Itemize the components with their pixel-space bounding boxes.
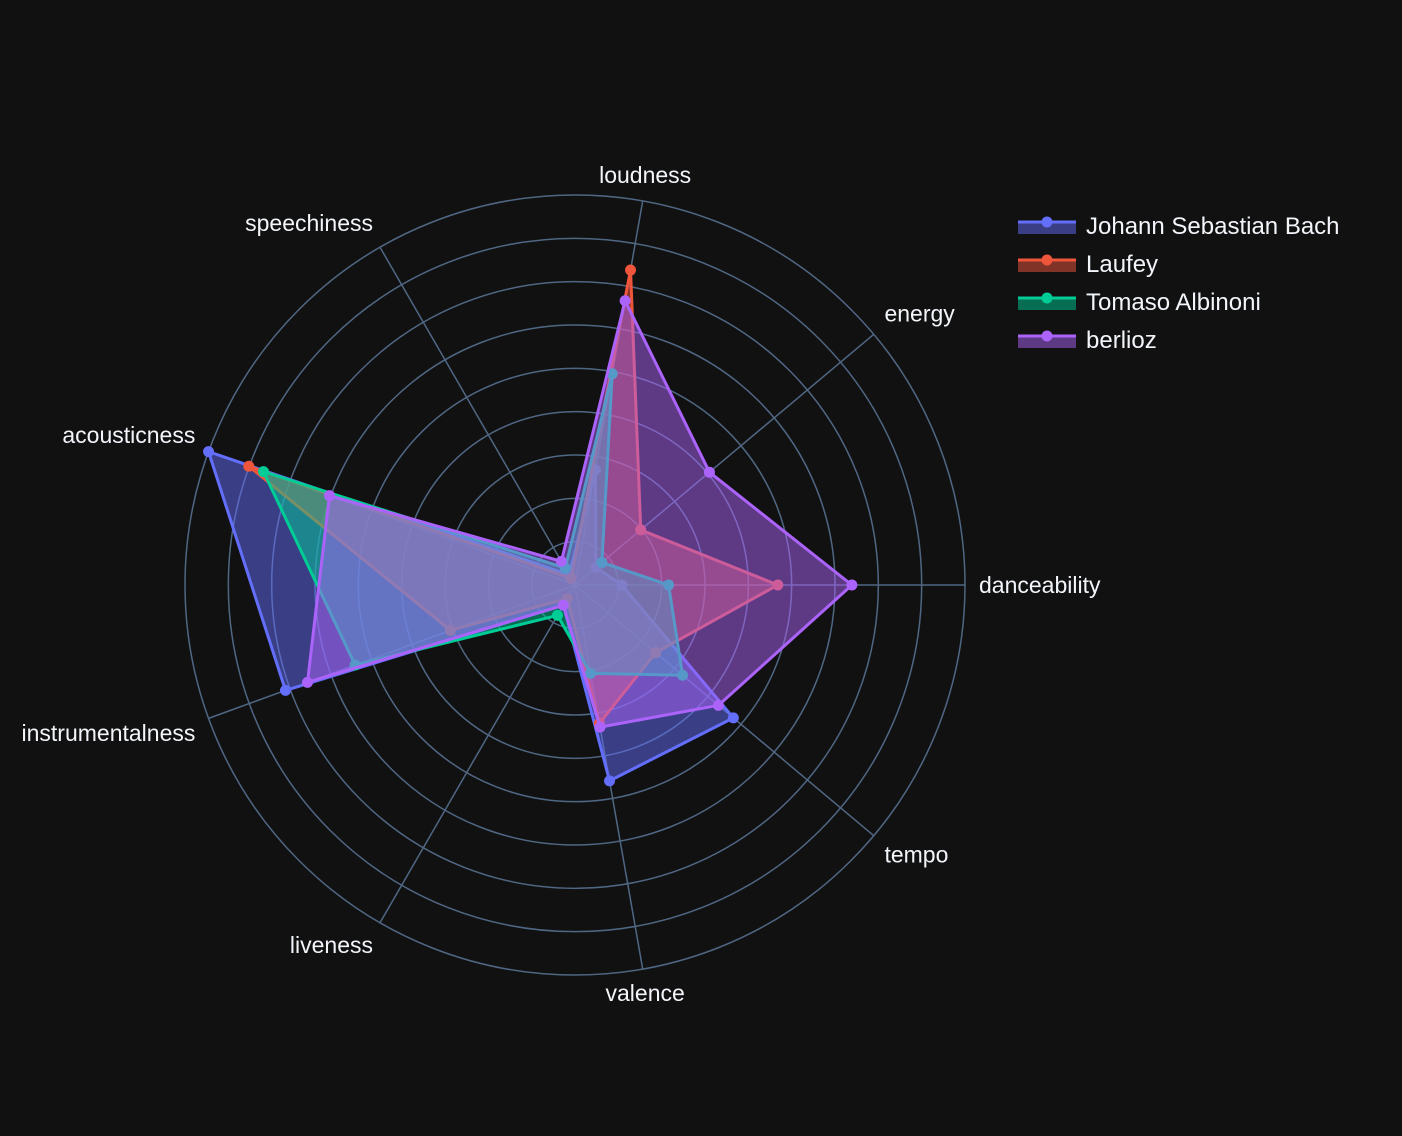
data-point-acousticness[interactable] (323, 490, 335, 502)
data-point-valence[interactable] (594, 721, 606, 733)
legend-swatch-marker (1041, 254, 1053, 266)
legend-swatch-marker (1041, 216, 1053, 228)
axis-spoke-speechiness (379, 246, 576, 586)
axis-label-liveness: liveness (290, 932, 373, 958)
axis-label-valence: valence (606, 980, 685, 1006)
data-point-liveness[interactable] (557, 599, 569, 611)
axis-label-instrumentalness: instrumentalness (22, 720, 196, 746)
legend-swatch-fill (1018, 222, 1076, 234)
legend-swatch-marker (1041, 330, 1053, 342)
data-point-acousticness[interactable] (257, 466, 269, 478)
axis-label-danceability: danceability (979, 572, 1101, 598)
axis-label-tempo: tempo (884, 842, 948, 868)
data-point-instrumentalness[interactable] (301, 676, 313, 688)
data-point-loudness[interactable] (619, 295, 631, 307)
data-point-acousticness[interactable] (243, 460, 255, 472)
legend-item[interactable]: berlioz (1018, 327, 1157, 354)
legend-swatch-fill (1018, 260, 1076, 272)
legend-item[interactable]: Johann Sebastian Bach (1018, 213, 1340, 240)
axis-label-energy: energy (884, 300, 955, 326)
data-point-valence[interactable] (604, 775, 616, 787)
data-point-speechiness[interactable] (555, 555, 567, 567)
data-point-acousticness[interactable] (203, 446, 215, 458)
data-point-tempo[interactable] (712, 699, 724, 711)
legend[interactable]: Johann Sebastian Bach Laufey Tomaso Albino… (1018, 213, 1340, 354)
axis-spoke-liveness (379, 584, 576, 924)
axis-label-loudness: loudness (599, 162, 691, 188)
axis-label-acousticness: acousticness (62, 422, 195, 448)
axis-label-speechiness: speechiness (245, 210, 373, 236)
axis-labels: danceability energy loudness speechiness aco… (22, 162, 1101, 1006)
data-point-tempo[interactable] (727, 712, 739, 724)
legend-item[interactable]: Laufey (1018, 251, 1158, 278)
data-point-instrumentalness[interactable] (279, 684, 291, 696)
legend-label: Laufey (1086, 251, 1158, 278)
series-area (305, 299, 854, 729)
data-point-energy[interactable] (703, 466, 715, 478)
series-layer (203, 264, 858, 787)
series-3 (301, 295, 858, 733)
legend-label: Johann Sebastian Bach (1086, 213, 1340, 240)
data-point-loudness[interactable] (625, 264, 637, 276)
legend-label: Tomaso Albinoni (1086, 289, 1261, 316)
legend-swatch-fill (1018, 336, 1076, 348)
legend-swatch-fill (1018, 298, 1076, 310)
legend-label: berlioz (1086, 327, 1157, 354)
legend-swatch-marker (1041, 292, 1053, 304)
legend-item[interactable]: Tomaso Albinoni (1018, 289, 1261, 316)
data-point-danceability[interactable] (846, 579, 858, 591)
data-point-liveness[interactable] (551, 609, 563, 621)
